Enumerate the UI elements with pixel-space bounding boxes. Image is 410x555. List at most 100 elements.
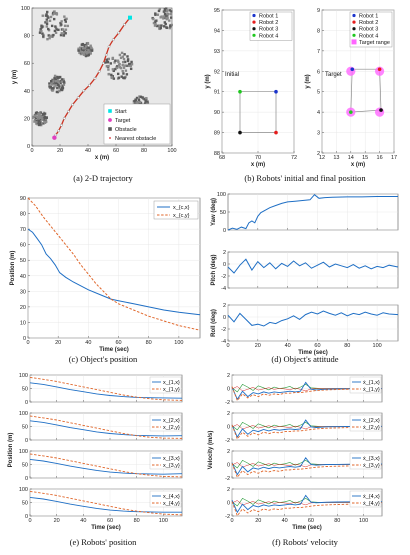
chart-d3-xtick-label: 40 bbox=[285, 343, 291, 349]
chart-f-1-marks bbox=[231, 381, 383, 402]
obstacle-cell bbox=[50, 34, 53, 37]
legend-entry: Target range bbox=[359, 40, 390, 46]
obstacle-cell bbox=[158, 7, 161, 11]
obstacle-cell bbox=[89, 44, 92, 47]
chart-a-xlabel: x (m) bbox=[95, 155, 109, 161]
obstacle-cell bbox=[84, 54, 88, 58]
obstacle-cell bbox=[114, 59, 117, 62]
obstacle-cell bbox=[112, 69, 115, 73]
chart-c-axes: 0 20 40 60 80 100 0 10 20 30 40 50 60 70 80 90 Time (sec… bbox=[10, 196, 201, 353]
chart-d3-ytick-label: 2 bbox=[223, 303, 226, 309]
chart-e-2-legend: x_{2,x}x_{2,y} bbox=[149, 414, 182, 432]
trajectory-point bbox=[111, 38, 115, 42]
chart-b2-xtick-label: 16 bbox=[377, 155, 383, 161]
obstacle-cell bbox=[137, 98, 141, 102]
legend-entry: Robot 3 bbox=[359, 27, 378, 33]
chart-f-1-ytick-label: -2 bbox=[225, 400, 230, 406]
legend-nearest-symbol bbox=[109, 137, 111, 139]
chart-a-xtick-label: 40 bbox=[85, 148, 91, 154]
obstacle-cell bbox=[125, 73, 129, 76]
obstacle-cell bbox=[120, 75, 123, 78]
legend-entry: Nearest obstacle bbox=[115, 136, 156, 142]
obstacle-cell bbox=[126, 55, 129, 58]
obstacle-cell bbox=[129, 67, 133, 71]
chart-f-4-ytick-label: 2 bbox=[227, 487, 230, 493]
legend-entry: Robot 4 bbox=[359, 33, 378, 39]
obstacle-cell bbox=[63, 30, 66, 33]
obstacle-cell bbox=[40, 24, 43, 27]
chart-c-marks bbox=[27, 197, 201, 331]
obstacle-cell bbox=[116, 72, 120, 76]
obstacle-cell bbox=[152, 21, 156, 25]
obstacle-cell bbox=[164, 22, 167, 26]
legend-entry: Robot 2 bbox=[259, 20, 278, 26]
chart-f-3-ytick-label: 0 bbox=[227, 463, 230, 469]
series-1-line bbox=[231, 381, 383, 401]
obstacle-cell bbox=[40, 26, 43, 29]
robot-3-marker bbox=[238, 130, 242, 135]
obstacle-cell bbox=[107, 72, 110, 76]
obstacle-cell bbox=[35, 115, 39, 119]
robot-1-marker bbox=[274, 89, 278, 94]
obstacle-cell bbox=[59, 21, 62, 25]
chart-c-xtick-label: 100 bbox=[174, 340, 183, 346]
chart-e-4-xtick-label: 100 bbox=[159, 518, 168, 524]
robot-3-marker bbox=[379, 108, 383, 112]
obstacle-cell bbox=[64, 28, 68, 31]
obstacle-cell bbox=[58, 80, 61, 83]
obstacle-cell bbox=[89, 52, 92, 55]
obstacle-cell bbox=[146, 100, 149, 103]
obstacle-cell bbox=[54, 26, 58, 30]
chart-b1-ytick-label: 91 bbox=[214, 90, 220, 96]
chart-a-xtick-label: 100 bbox=[167, 148, 176, 154]
obstacle-cell bbox=[40, 29, 43, 33]
chart-b2-ylabel: y (m) bbox=[305, 74, 311, 88]
trajectory-point bbox=[97, 70, 101, 73]
chart-d1-ytick-label: 50 bbox=[220, 210, 226, 216]
legend-box bbox=[249, 11, 293, 41]
obstacle-cell bbox=[39, 28, 42, 31]
obstacle-cell bbox=[81, 42, 85, 46]
chart-b2-xtick-label: 15 bbox=[362, 155, 368, 161]
chart-d3-ylabel: Roll (deg) bbox=[211, 309, 217, 337]
obstacle-cell bbox=[59, 81, 62, 85]
obstacle-cell bbox=[89, 46, 93, 49]
legend-entry: x_{2,y} bbox=[163, 425, 180, 431]
obstacle-cell bbox=[168, 9, 171, 12]
series-1-line bbox=[29, 420, 183, 437]
chart-c-ytick-label: 0 bbox=[23, 336, 26, 342]
obstacle-cell bbox=[77, 49, 80, 52]
chart-d3-xtick-label: 100 bbox=[373, 343, 382, 349]
obstacle-cell bbox=[163, 9, 167, 12]
obstacle-cell bbox=[47, 27, 50, 31]
chart-f-4-marks bbox=[231, 494, 383, 517]
trajectory-point bbox=[82, 89, 86, 93]
obstacle-cell bbox=[106, 60, 109, 64]
obstacle-cell bbox=[83, 50, 86, 54]
chart-b2-xlabel: x (m) bbox=[351, 162, 365, 168]
series-1-line bbox=[29, 496, 182, 513]
chart-a-xtick-label: 0 bbox=[30, 148, 33, 154]
legend-target-symbol bbox=[108, 118, 112, 122]
chart-f-3-ytick-label: -2 bbox=[225, 476, 230, 482]
chart-d3-marks bbox=[227, 310, 399, 327]
obstacle-cell bbox=[166, 14, 169, 17]
obstacle-cell bbox=[36, 123, 39, 126]
legend-entry: x_{1,y} bbox=[163, 387, 180, 393]
chart-c-ytick-label: 20 bbox=[20, 305, 26, 311]
obstacle-cell bbox=[35, 119, 38, 123]
chart-f-4-ytick-label: 0 bbox=[227, 501, 230, 507]
chart-b2-ytick-label: 5 bbox=[317, 90, 320, 96]
obstacle-cell bbox=[126, 58, 130, 61]
legend-obstacle-symbol bbox=[108, 127, 112, 131]
obstacle-cell bbox=[107, 68, 110, 71]
trajectory-point bbox=[76, 96, 80, 99]
obstacle-cell bbox=[36, 121, 40, 125]
trajectory-point bbox=[88, 83, 91, 87]
obstacle-cell bbox=[139, 95, 142, 99]
obstacle-cell bbox=[49, 15, 53, 19]
chart-b1-ytick-label: 90 bbox=[214, 110, 220, 116]
chart-f-4-xtick-label: 100 bbox=[359, 518, 368, 524]
chart-c-ytick-label: 70 bbox=[20, 227, 26, 233]
